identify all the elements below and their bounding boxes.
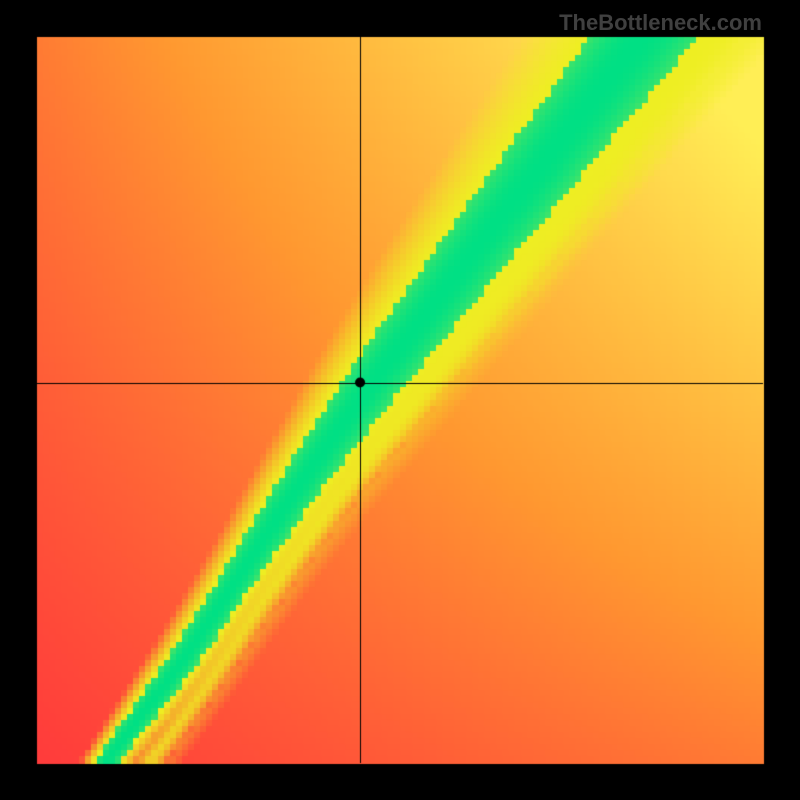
bottleneck-heatmap xyxy=(0,0,800,800)
